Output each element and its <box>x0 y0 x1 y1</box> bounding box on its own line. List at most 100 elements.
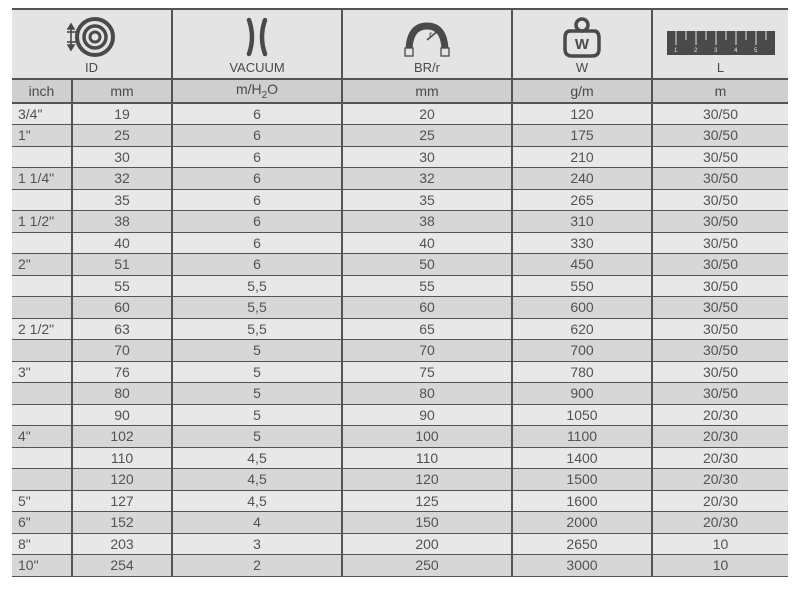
cell-br: 30 <box>342 146 512 168</box>
cell-br: 25 <box>342 125 512 147</box>
table-row: 1 1/2"3863831030/50 <box>12 211 788 233</box>
unit-w: g/m <box>512 79 652 103</box>
cell-inch: 6" <box>12 512 72 534</box>
cell-mm: 60 <box>72 297 172 319</box>
table-row: 8"2033200265010 <box>12 533 788 555</box>
cell-inch <box>12 275 72 297</box>
cell-br: 38 <box>342 211 512 233</box>
cell-inch: 3" <box>12 361 72 383</box>
cell-l: 20/30 <box>652 512 788 534</box>
cell-w: 2000 <box>512 512 652 534</box>
cell-inch: 5" <box>12 490 72 512</box>
cell-l: 30/50 <box>652 383 788 405</box>
cell-w: 1400 <box>512 447 652 469</box>
table-row: 4064033030/50 <box>12 232 788 254</box>
cell-w: 620 <box>512 318 652 340</box>
cell-w: 2650 <box>512 533 652 555</box>
table-row: 3/4"1962012030/50 <box>12 103 788 125</box>
unit-mm: mm <box>72 79 172 103</box>
cell-w: 1500 <box>512 469 652 491</box>
cell-mm: 19 <box>72 103 172 125</box>
cell-br: 125 <box>342 490 512 512</box>
cell-vac: 4,5 <box>172 469 342 491</box>
cell-br: 60 <box>342 297 512 319</box>
table-row: 1204,5120150020/30 <box>12 469 788 491</box>
table-row: 10"2542250300010 <box>12 555 788 577</box>
cell-inch: 2 1/2" <box>12 318 72 340</box>
cell-l: 30/50 <box>652 125 788 147</box>
cell-l: 30/50 <box>652 318 788 340</box>
cell-mm: 32 <box>72 168 172 190</box>
cell-mm: 38 <box>72 211 172 233</box>
cell-mm: 76 <box>72 361 172 383</box>
cell-vac: 6 <box>172 232 342 254</box>
cell-br: 150 <box>342 512 512 534</box>
header-l-label: L <box>717 60 724 75</box>
cell-mm: 35 <box>72 189 172 211</box>
cell-l: 30/50 <box>652 146 788 168</box>
table-row: 90590105020/30 <box>12 404 788 426</box>
unit-br: mm <box>342 79 512 103</box>
cell-mm: 102 <box>72 426 172 448</box>
cell-l: 30/50 <box>652 275 788 297</box>
cell-mm: 30 <box>72 146 172 168</box>
unit-vac: m/H2O <box>172 79 342 103</box>
table-row: 555,55555030/50 <box>12 275 788 297</box>
cell-inch: 1 1/2" <box>12 211 72 233</box>
header-w-label: W <box>576 60 588 75</box>
header-id-label: ID <box>85 60 98 75</box>
cell-w: 780 <box>512 361 652 383</box>
cell-l: 10 <box>652 533 788 555</box>
cell-inch: 2" <box>12 254 72 276</box>
cell-l: 30/50 <box>652 340 788 362</box>
cell-br: 110 <box>342 447 512 469</box>
table-row: 7057070030/50 <box>12 340 788 362</box>
cell-vac: 6 <box>172 211 342 233</box>
header-w: W W <box>512 9 652 79</box>
cell-inch <box>12 404 72 426</box>
cell-w: 900 <box>512 383 652 405</box>
bend-radius-icon: r <box>399 16 455 58</box>
cell-vac: 6 <box>172 254 342 276</box>
cell-l: 30/50 <box>652 297 788 319</box>
cell-inch <box>12 146 72 168</box>
cell-br: 20 <box>342 103 512 125</box>
cell-vac: 6 <box>172 146 342 168</box>
cell-inch: 4" <box>12 426 72 448</box>
cell-l: 20/30 <box>652 447 788 469</box>
cell-inch <box>12 469 72 491</box>
cell-w: 310 <box>512 211 652 233</box>
table-row: 5"1274,5125160020/30 <box>12 490 788 512</box>
table-row: 1 1/4"3263224030/50 <box>12 168 788 190</box>
cell-w: 3000 <box>512 555 652 577</box>
cell-w: 700 <box>512 340 652 362</box>
cell-mm: 80 <box>72 383 172 405</box>
cell-mm: 203 <box>72 533 172 555</box>
unit-l: m <box>652 79 788 103</box>
cell-w: 1600 <box>512 490 652 512</box>
cell-mm: 51 <box>72 254 172 276</box>
cell-w: 1050 <box>512 404 652 426</box>
cell-mm: 90 <box>72 404 172 426</box>
cell-br: 200 <box>342 533 512 555</box>
cell-br: 50 <box>342 254 512 276</box>
cell-l: 20/30 <box>652 404 788 426</box>
cell-mm: 40 <box>72 232 172 254</box>
cell-w: 265 <box>512 189 652 211</box>
cell-mm: 127 <box>72 490 172 512</box>
header-icon-row: ID VACUUM r B <box>12 9 788 79</box>
cell-vac: 5 <box>172 404 342 426</box>
table-row: 1104,5110140020/30 <box>12 447 788 469</box>
cell-l: 30/50 <box>652 211 788 233</box>
cell-vac: 5 <box>172 340 342 362</box>
cell-l: 20/30 <box>652 490 788 512</box>
cell-w: 175 <box>512 125 652 147</box>
vacuum-icon <box>235 16 279 58</box>
cell-l: 30/50 <box>652 189 788 211</box>
cell-w: 600 <box>512 297 652 319</box>
cell-vac: 5,5 <box>172 318 342 340</box>
svg-text:W: W <box>575 36 590 53</box>
cell-w: 120 <box>512 103 652 125</box>
cell-vac: 5 <box>172 383 342 405</box>
cell-br: 65 <box>342 318 512 340</box>
